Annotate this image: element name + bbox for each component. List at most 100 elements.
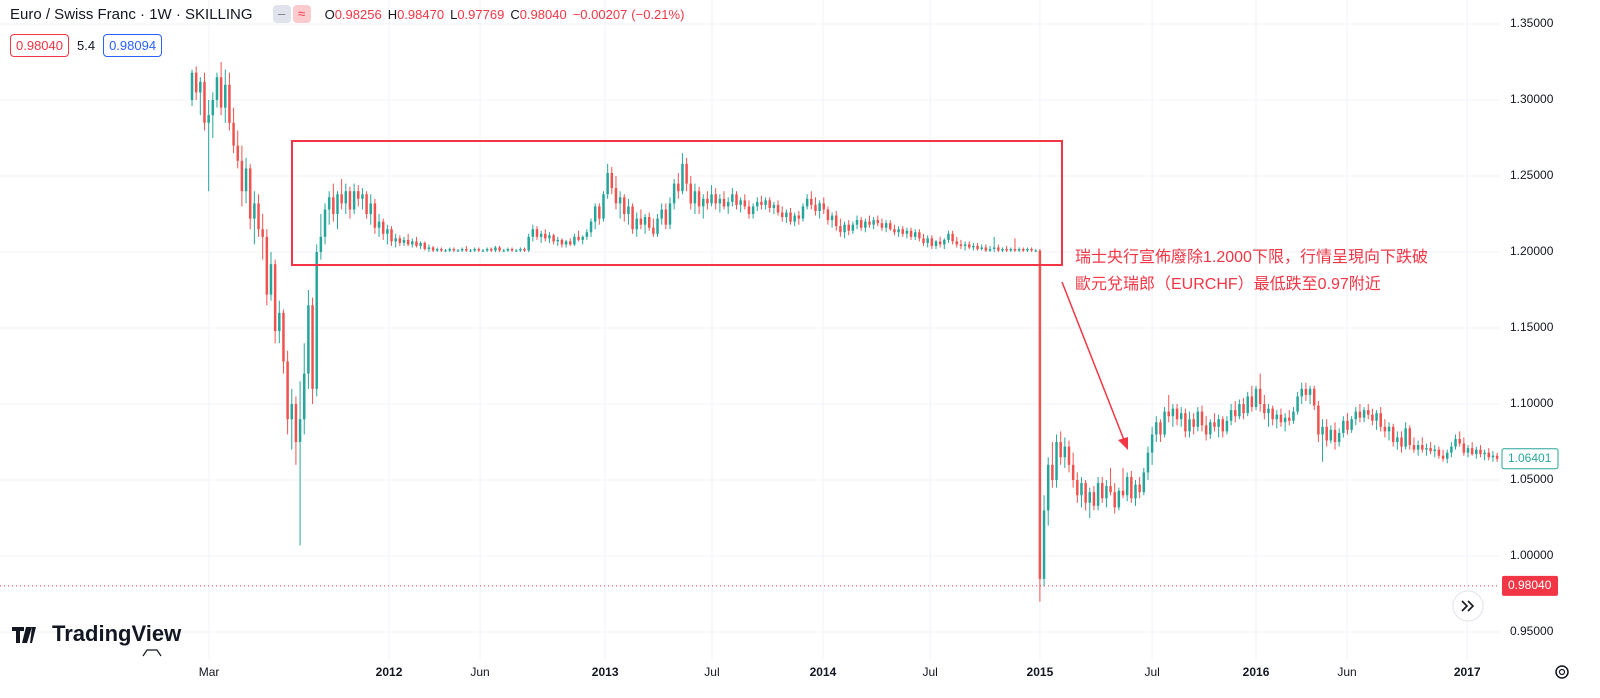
candle-body [947, 233, 950, 240]
candle-body [901, 229, 904, 234]
candle-body [868, 221, 871, 225]
y-tick-label: 1.15000 [1510, 320, 1554, 334]
candle-body [1171, 408, 1175, 417]
candle-body [785, 212, 788, 218]
candle-body [1342, 420, 1345, 433]
logo: TradingView [12, 621, 182, 657]
candle-body [1391, 426, 1395, 443]
candle-body [340, 194, 343, 204]
x-tick-label: 2013 [592, 665, 619, 679]
candle-body [843, 224, 846, 233]
candle-body [539, 233, 543, 237]
bid[interactable]: 0.98040 [10, 34, 69, 57]
candle-body [1346, 420, 1349, 430]
candle-body [298, 419, 302, 443]
annotation: 歐元兌瑞郎（EURCHF）最低跌至0.97附近 [1075, 275, 1381, 293]
ohlc-value: 0.98040 [519, 6, 567, 22]
x-tick-label: 2014 [810, 665, 837, 679]
candle-body [801, 206, 805, 219]
candle-body [1371, 414, 1374, 421]
candle-body [834, 215, 838, 227]
candle-body [847, 224, 850, 231]
candle-body [203, 81, 206, 123]
candle-body [357, 191, 360, 199]
price-label-bg [1502, 575, 1558, 596]
candle-body [327, 197, 331, 210]
candle-body [419, 242, 422, 246]
y-tick-label: 0.95000 [1510, 624, 1554, 638]
candle-body [1134, 484, 1137, 499]
settings-button[interactable] [1555, 665, 1569, 679]
candle-body [452, 248, 456, 251]
candle-body [672, 183, 676, 204]
candle-body [1238, 404, 1241, 417]
candle-body [523, 248, 526, 251]
candle-body [431, 247, 435, 251]
candle-body [639, 218, 643, 225]
candle-body [959, 244, 963, 246]
candle-body [693, 191, 697, 204]
candle-body [1042, 510, 1046, 579]
y-tick-label: 1.20000 [1510, 244, 1554, 258]
candle-body [435, 248, 439, 251]
candle-body [710, 194, 713, 204]
icon[interactable]: ≈ [292, 5, 311, 23]
candle-body [606, 172, 609, 195]
candle-body [315, 252, 318, 389]
candle-body [1350, 419, 1353, 430]
ask[interactable]: 0.98094 [103, 34, 163, 57]
annotation: 瑞士央行宣佈廢除1.2000下限，行情呈現向下跌破 [1075, 247, 1428, 266]
candle-body [1067, 446, 1071, 465]
candle-body [477, 248, 481, 251]
candle-body [319, 236, 323, 253]
candle-body [244, 168, 248, 192]
candle-body [332, 197, 335, 215]
candle-body [1362, 410, 1366, 418]
candle-body [768, 200, 771, 208]
candle-body [261, 229, 264, 237]
candle-body [406, 239, 410, 245]
candle-body [273, 264, 277, 332]
candle-body [207, 115, 210, 123]
candle-body [1038, 250, 1042, 579]
ohlc-key: O [324, 6, 335, 22]
candle-body [1009, 248, 1013, 251]
candle-body [718, 198, 722, 204]
candle-body [701, 198, 705, 207]
candle-body [1479, 449, 1482, 455]
candle-body [726, 201, 730, 207]
candle-body [544, 233, 547, 239]
candle-body [1383, 426, 1387, 432]
header: Euro / Swiss Franc · 1W · SKILLING – ≈ O… [10, 5, 684, 23]
candle-body [826, 209, 830, 221]
candle-body [481, 250, 485, 252]
icon[interactable]: – [272, 5, 291, 23]
candle-body [1179, 413, 1183, 420]
candle-body [224, 84, 227, 108]
last-visible-label: 1.06401 [1508, 451, 1552, 465]
candle-body [1059, 442, 1062, 458]
x-tick-label: 2015 [1027, 665, 1054, 679]
candle-body [751, 206, 755, 215]
candle-body [797, 215, 801, 219]
spread: 5.4 [77, 38, 96, 53]
candle-body [664, 209, 668, 225]
candle-body [265, 236, 269, 295]
candle-body [997, 247, 1000, 251]
candle-body [972, 245, 975, 248]
scroll-button[interactable] [1452, 590, 1484, 622]
candle-body [194, 72, 198, 93]
candle-body [560, 239, 564, 245]
candle-body [652, 227, 655, 234]
candle-body [215, 77, 219, 101]
candle-body [506, 248, 510, 251]
candle-body [1196, 411, 1200, 427]
candle-body [1092, 492, 1096, 506]
candle-body [1408, 428, 1412, 446]
candle-body [390, 229, 393, 242]
x-tick-label: Jun [470, 665, 489, 679]
x-tick-label: Mar [199, 665, 220, 679]
candle-body [568, 241, 572, 245]
candle-body [1076, 480, 1079, 496]
candle-body [344, 191, 348, 204]
